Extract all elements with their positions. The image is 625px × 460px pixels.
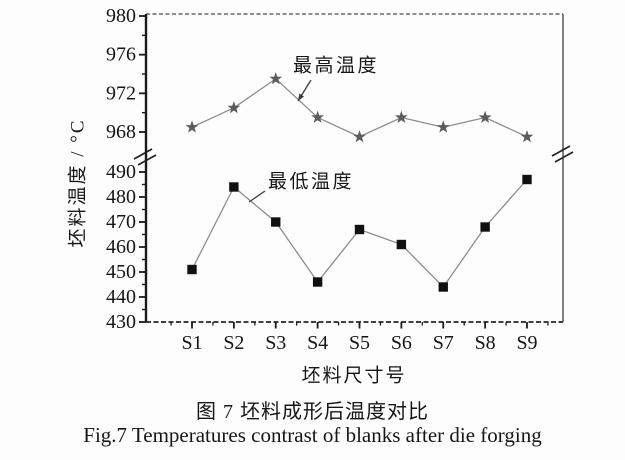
y-axis-break-mark <box>137 154 157 166</box>
x-category-label: S7 <box>433 332 454 354</box>
series-min-marker <box>354 224 365 235</box>
series-min-marker <box>396 239 407 250</box>
x-category-label: S6 <box>391 332 412 354</box>
x-category-label: S9 <box>516 332 537 354</box>
y-tick-label: 430 <box>106 311 136 333</box>
series-min-marker <box>271 217 281 227</box>
series-max-line <box>191 77 528 138</box>
annotation-leader-line <box>248 190 266 203</box>
y-axis-break-mark <box>133 148 153 160</box>
y-tick-label: 460 <box>106 236 136 258</box>
series-max-marker <box>436 120 450 133</box>
y-tick-label: 440 <box>106 286 136 308</box>
series-max-marker <box>520 130 534 143</box>
y-tick-label: 976 <box>106 44 136 66</box>
x-category-label: S4 <box>307 332 328 354</box>
right-axis-break-mark <box>554 151 574 163</box>
annotation-label: 最低温度 <box>268 171 354 193</box>
series-max-marker <box>353 130 366 143</box>
x-category-label: S3 <box>265 332 286 354</box>
x-category-label: S2 <box>223 332 244 354</box>
y-tick-label: 470 <box>106 211 136 233</box>
series-max-marker <box>311 110 324 123</box>
x-category-label: S5 <box>349 332 370 354</box>
series-min-marker <box>522 174 532 185</box>
series-max-marker <box>227 101 241 114</box>
y-tick-label: 980 <box>106 5 136 27</box>
y-tick-label: 972 <box>106 82 136 104</box>
y-tick-label: 480 <box>106 186 136 208</box>
right-axis-break-mark <box>551 145 571 157</box>
figure-caption-en: Fig.7 Temperatures contrast of blanks af… <box>83 423 542 447</box>
series-min-marker <box>229 182 239 192</box>
y-tick-label: 968 <box>106 121 136 143</box>
y-tick-label: 490 <box>106 161 136 183</box>
series-min-marker <box>438 282 448 292</box>
y-tick-label: 450 <box>106 261 136 283</box>
series-min-marker <box>480 222 490 232</box>
annotation-arrowhead <box>298 93 305 101</box>
x-category-label: S1 <box>181 332 202 354</box>
series-max-marker <box>185 120 199 133</box>
series-min-marker <box>187 264 197 275</box>
series-max-marker <box>269 72 283 85</box>
x-axis-title: 坯料尺寸号 <box>301 365 407 387</box>
series-max-marker <box>395 110 408 123</box>
annotation-label: 最高温度 <box>293 55 379 77</box>
y-axis-title: 坯料温度 / °C <box>67 118 89 248</box>
series-max-marker <box>478 110 492 123</box>
series-min-marker <box>312 277 323 287</box>
figure-caption-zh: 图 7 坯料成形后温度对比 <box>196 401 429 423</box>
x-category-label: S8 <box>475 332 496 354</box>
